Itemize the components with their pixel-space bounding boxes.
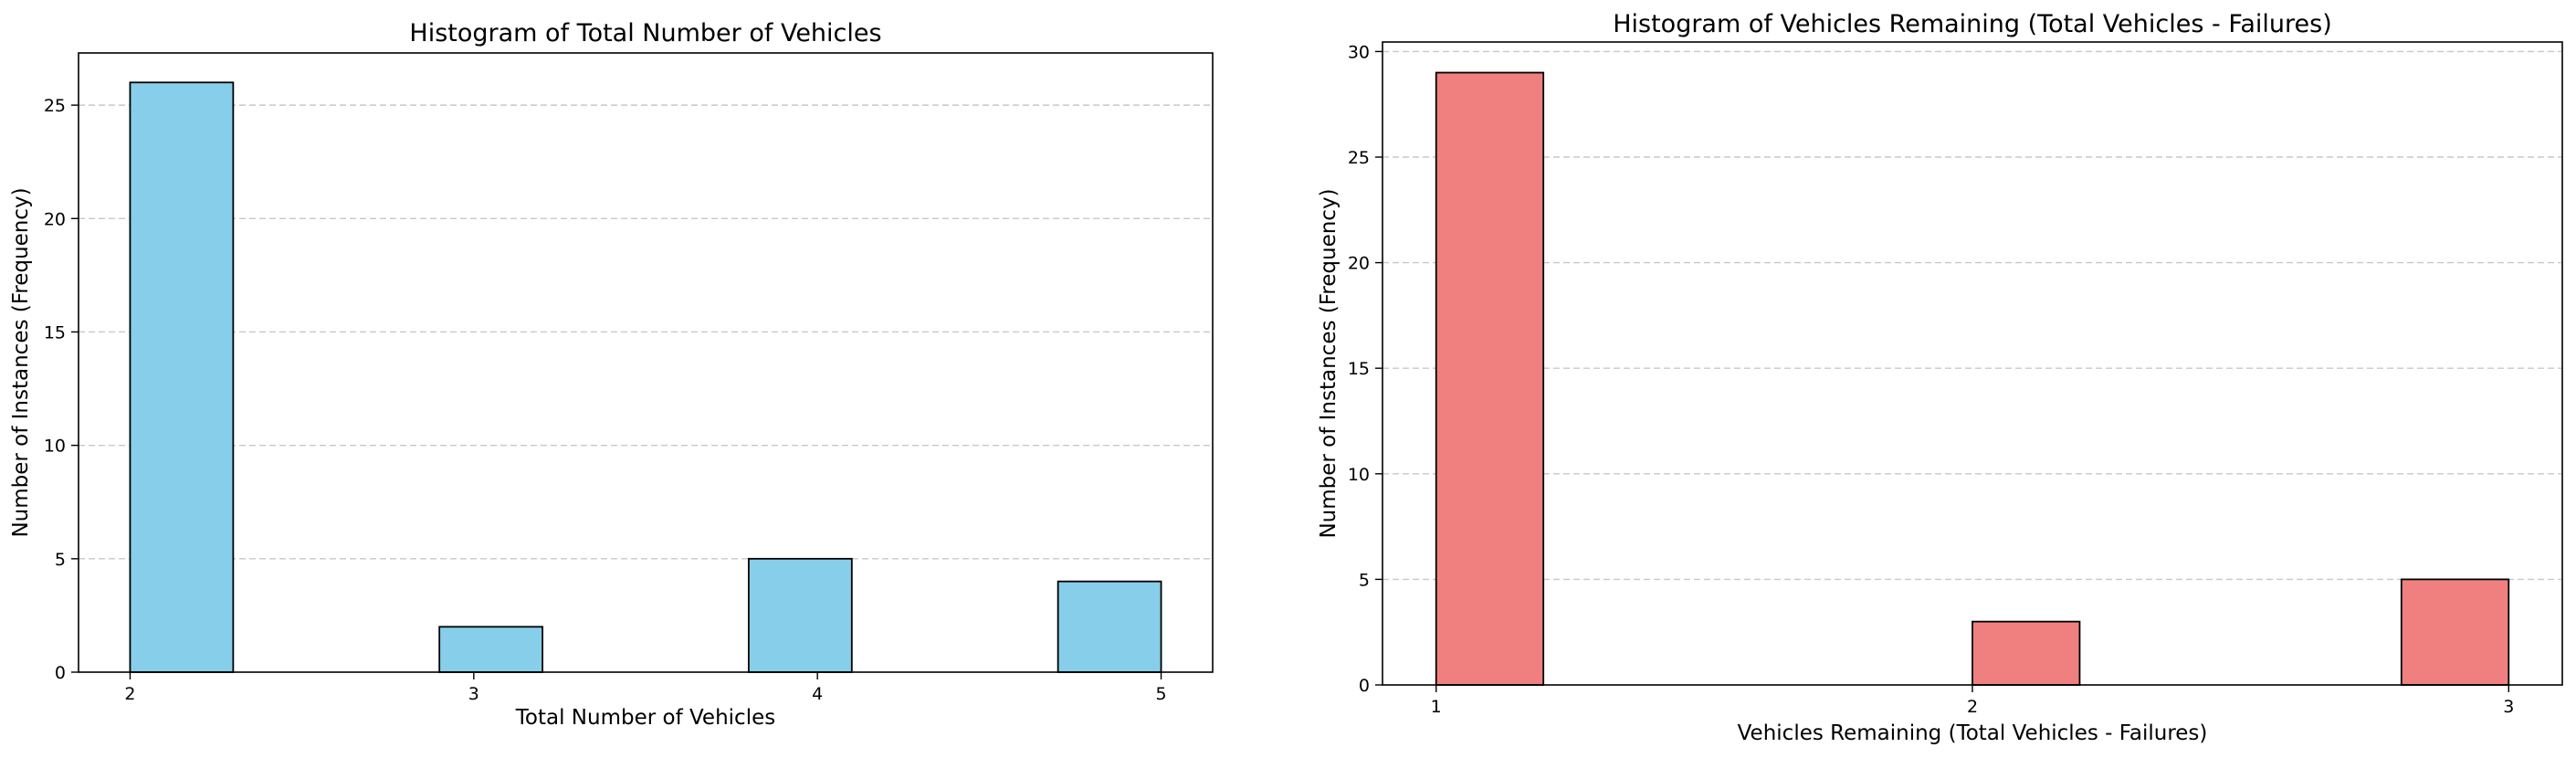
y-tick-label: 0 [1359,676,1370,696]
chart-right-bars [1435,71,2510,686]
x-tick-label: 1 [1431,697,1442,717]
chart-left-y-axis-label: Number of Instances (Frequency) [9,187,33,537]
y-tick-label: 0 [55,663,66,683]
histogram-bar [2400,578,2510,686]
y-tick-label: 10 [44,437,66,457]
y-tick-label: 20 [1348,254,1370,274]
chart-left-grid [79,104,1213,560]
y-tick-label: 5 [1359,570,1370,590]
histogram-bar [1057,580,1162,673]
chart-left-plot-frame [78,52,1214,673]
x-tick-label: 2 [124,684,135,704]
chart-right-title: Histogram of Vehicles Remaining (Total V… [1613,10,2332,38]
x-tick-label: 4 [812,684,823,704]
x-tick-label: 5 [1155,684,1166,704]
chart-right-x-axis-label: Vehicles Remaining (Total Vehicles - Fai… [1738,721,2208,745]
chart-right-grid [1383,50,2562,581]
chart-right-y-ticks: 0 5 10 15 20 25 30 [1348,42,1383,696]
histogram-bar [438,626,543,673]
chart-left-title: Histogram of Total Number of Vehicles [409,19,881,47]
x-tick-label: 3 [2503,697,2514,717]
chart-right: 1 2 3 0 5 10 15 20 25 30 Histogram of Vehicles R… [1317,10,2563,745]
y-tick-label: 10 [1348,465,1370,485]
y-tick-label: 25 [1348,148,1370,168]
histogram-bar [1971,620,2081,686]
y-tick-label: 30 [1348,42,1370,62]
y-tick-label: 15 [1348,359,1370,379]
chart-left-y-ticks: 0 5 10 15 20 25 [44,96,79,683]
chart-left-x-axis-label: Total Number of Vehicles [515,706,775,730]
y-tick-label: 20 [44,209,66,229]
chart-right-plot-frame [1382,41,2563,686]
histogram-bar [129,81,235,673]
y-tick-label: 15 [44,322,66,342]
chart-left-bars [129,81,1162,673]
chart-right-y-axis-label: Number of Instances (Frequency) [1317,188,1341,538]
y-tick-label: 25 [44,96,66,116]
x-tick-label: 3 [468,684,479,704]
chart-right-x-ticks: 1 2 3 [1431,685,2514,717]
histogram-bar [1435,71,1545,686]
x-tick-label: 2 [1967,697,1978,717]
y-tick-label: 5 [55,550,66,570]
chart-left-x-ticks: 2 3 4 5 [124,672,1167,704]
chart-left: 2 3 4 5 0 5 10 15 20 25 Histogram of Total Numbe… [9,19,1214,730]
histogram-bar [748,557,853,673]
